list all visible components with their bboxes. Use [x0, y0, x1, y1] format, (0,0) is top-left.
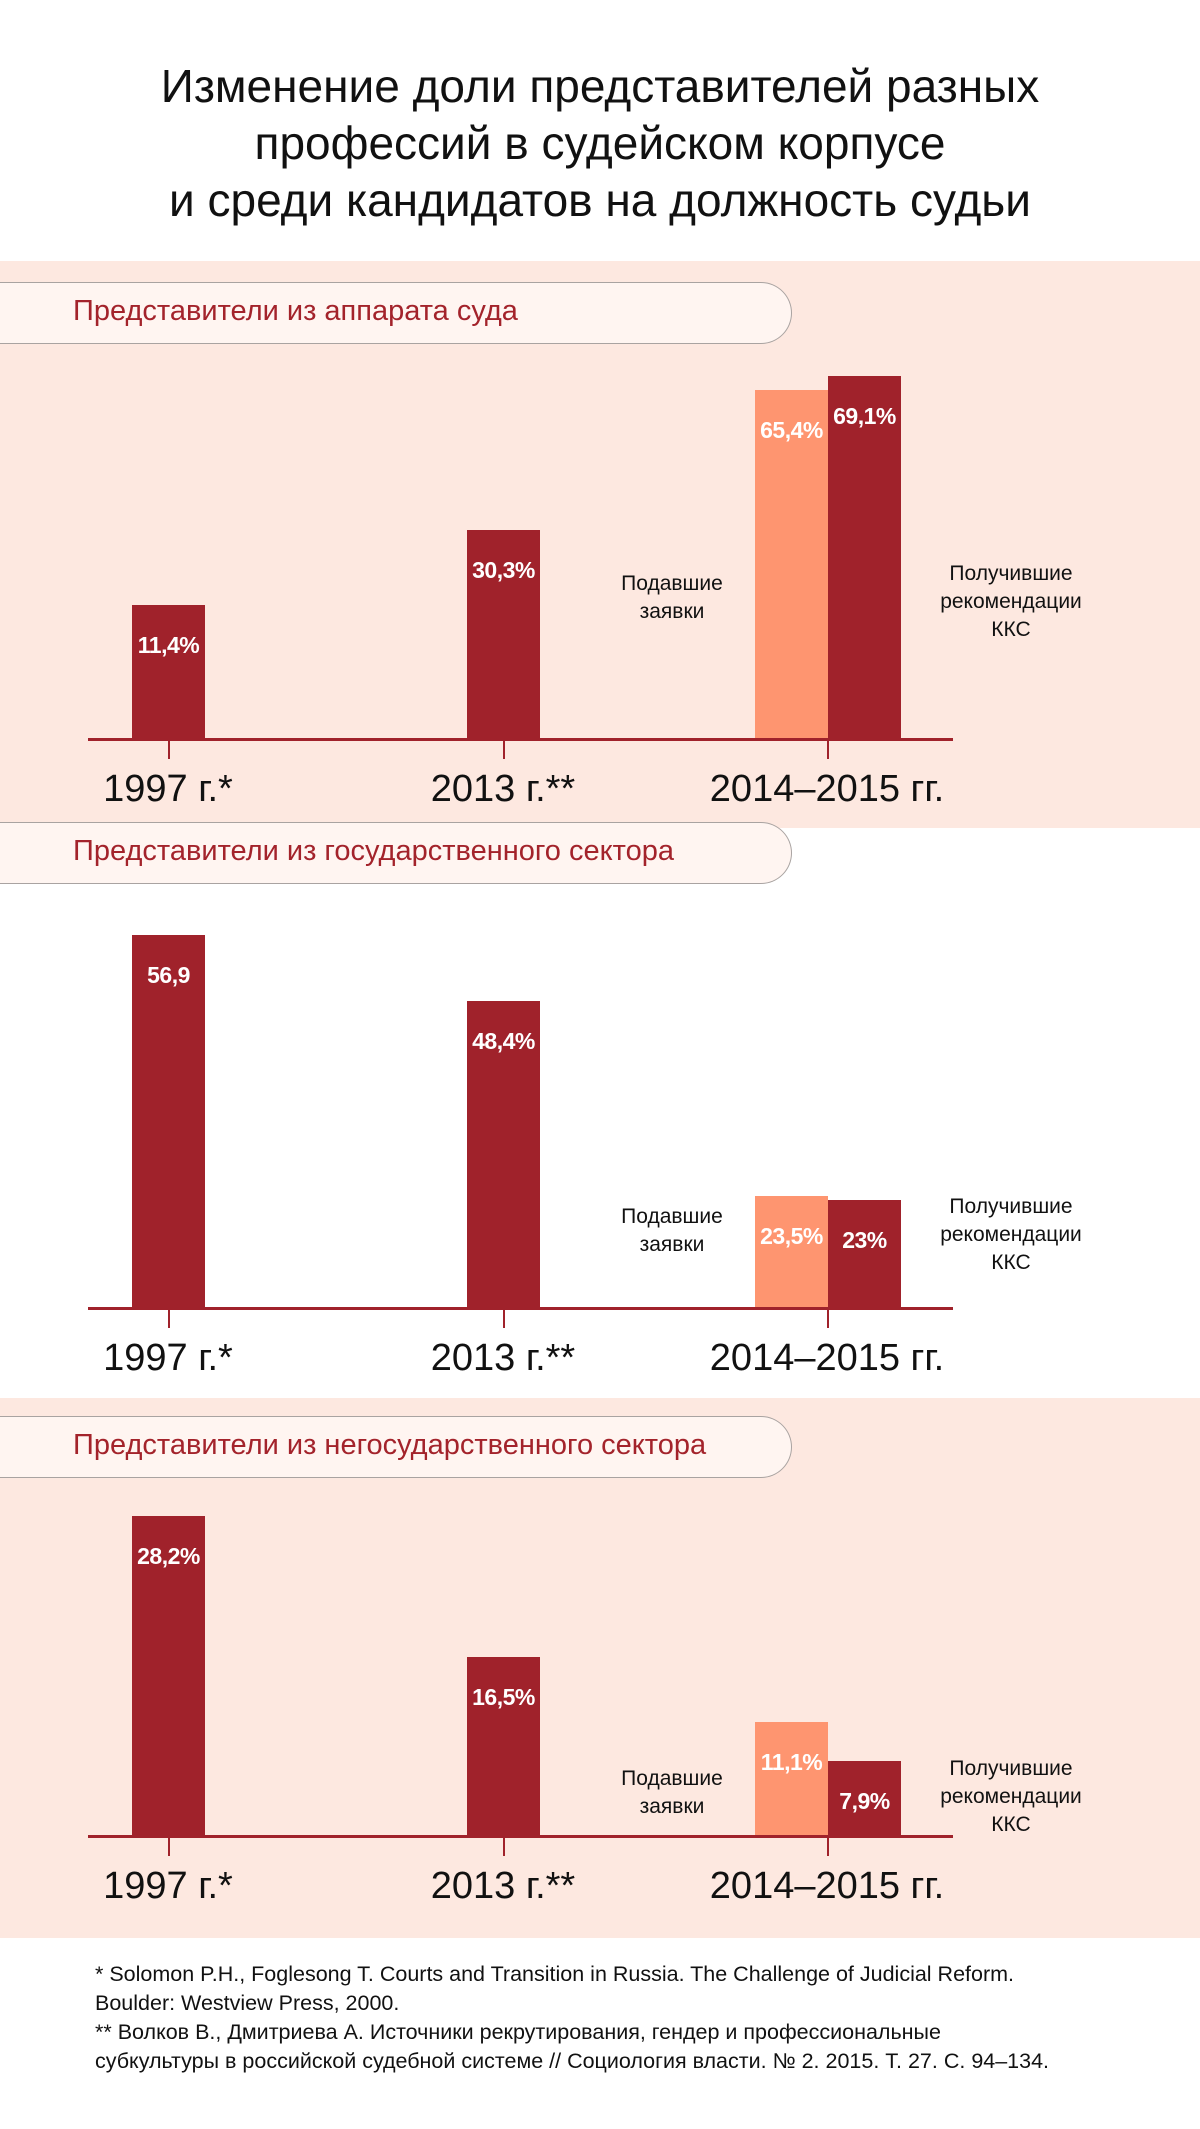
data-label: 30,3%	[472, 556, 535, 583]
x-tick	[827, 1838, 829, 1856]
x-axis-line	[88, 738, 953, 741]
annotation-line: ККС	[991, 618, 1031, 641]
bar-main: 69,1%	[828, 375, 901, 738]
data-label: 7,9%	[839, 1787, 890, 1814]
bar-main: 56,9	[132, 935, 205, 1307]
annotation-line: рекомендации	[940, 1785, 1082, 1808]
x-tick-label: 1997 г.*	[103, 1865, 233, 1907]
panel-title: Представители из аппарата суда	[73, 295, 518, 327]
x-tick	[503, 741, 505, 759]
annotation-line: ККС	[991, 1251, 1031, 1274]
x-tick	[168, 1310, 170, 1328]
annotation-line: заявки	[639, 1795, 705, 1818]
bar-applicants: 11,1%	[755, 1722, 828, 1835]
x-tick-label: 2014–2015 гг.	[709, 768, 945, 810]
x-tick-label: 2014–2015 гг.	[709, 1337, 945, 1379]
data-label: 48,4%	[472, 1028, 535, 1055]
data-label: 56,9	[147, 962, 190, 989]
annotation-recommended: Получившие рекомендации ККС	[911, 1755, 1111, 1839]
chart-title: Изменение доли представителей разных про…	[160, 60, 1040, 226]
data-label: 11,1%	[760, 1749, 823, 1776]
data-label: 65,4%	[760, 417, 823, 444]
annotation-line: ККС	[991, 1813, 1031, 1836]
x-tick	[827, 1310, 829, 1328]
bar-main: 48,4%	[467, 1001, 540, 1307]
x-tick	[827, 741, 829, 759]
data-label: 28,2%	[137, 1542, 200, 1569]
annotation-recommended: Получившие рекомендации ККС	[911, 1193, 1111, 1277]
bar-main: 7,9%	[828, 1760, 901, 1835]
footnotes: * Solomon P.H., Foglesong T. Courts and …	[95, 1962, 1050, 2073]
bar-main: 30,3%	[467, 529, 540, 738]
annotation-applied: Подавшие заявки	[572, 1203, 772, 1259]
x-tick	[168, 1838, 170, 1856]
data-label: 23%	[842, 1226, 887, 1253]
annotation-line: Получившие	[949, 562, 1073, 585]
x-tick-label: 2013 г.**	[430, 1337, 576, 1379]
bar-main: 16,5%	[467, 1656, 540, 1835]
annotation-recommended: Получившие рекомендации ККС	[911, 560, 1111, 644]
x-tick-label: 2013 г.**	[430, 1865, 576, 1907]
data-label: 69,1%	[833, 402, 896, 429]
x-tick-label: 2014–2015 гг.	[709, 1865, 945, 1907]
annotation-applied: Подавшие заявки	[572, 570, 772, 626]
panel-title: Представители из негосударственного сект…	[73, 1429, 707, 1461]
data-label: 16,5%	[472, 1683, 535, 1710]
panel-header: Представители из негосударственного сект…	[0, 1416, 792, 1478]
annotation-applied: Подавшие заявки	[572, 1765, 772, 1821]
chart-panel: Представители из аппарата суда 11,4% 30,3%…	[0, 261, 1200, 828]
chart-panel: Представители из государственного сектор…	[0, 822, 1200, 1398]
annotation-line: Подавшие	[621, 1205, 723, 1228]
annotation-line: Получившие	[949, 1195, 1073, 1218]
x-tick-label: 2013 г.**	[430, 768, 576, 810]
x-axis-line	[88, 1835, 953, 1838]
x-tick-label: 1997 г.*	[103, 768, 233, 810]
x-tick	[168, 741, 170, 759]
panel-header: Представители из государственного сектор…	[0, 822, 792, 884]
annotation-line: рекомендации	[940, 1223, 1082, 1246]
bar-main: 11,4%	[132, 604, 205, 738]
annotation-line: Получившие	[949, 1757, 1073, 1780]
bar-applicants: 65,4%	[755, 390, 828, 738]
bar-main: 23%	[828, 1199, 901, 1307]
x-tick	[503, 1310, 505, 1328]
bar-applicants: 23,5%	[755, 1195, 828, 1307]
chart-panel: Представители из негосударственного сект…	[0, 1398, 1200, 1938]
x-axis-line	[88, 1307, 953, 1310]
data-label: 11,4%	[137, 631, 200, 658]
annotation-line: заявки	[639, 600, 705, 623]
annotation-line: рекомендации	[940, 590, 1082, 613]
bar-main: 28,2%	[132, 1515, 205, 1835]
x-tick	[503, 1838, 505, 1856]
annotation-line: Подавшие	[621, 572, 723, 595]
annotation-line: Подавшие	[621, 1767, 723, 1790]
panel-header: Представители из аппарата суда	[0, 282, 792, 344]
x-tick-label: 1997 г.*	[103, 1337, 233, 1379]
data-label: 23,5%	[760, 1222, 823, 1249]
annotation-line: заявки	[639, 1233, 705, 1256]
panel-title: Представители из государственного сектор…	[73, 835, 674, 867]
